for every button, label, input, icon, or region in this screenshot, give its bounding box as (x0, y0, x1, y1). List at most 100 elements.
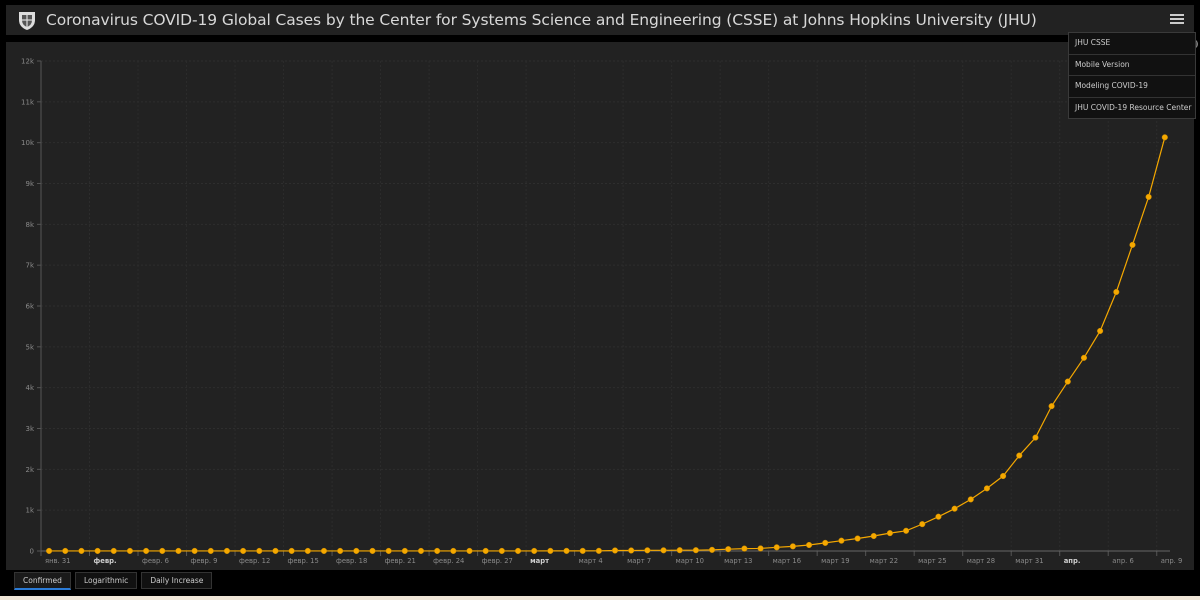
data-point (854, 535, 861, 542)
data-point (757, 545, 764, 552)
data-point (272, 547, 279, 554)
data-point (498, 547, 505, 554)
x-tick-label: февр. (94, 557, 117, 565)
data-point (789, 543, 796, 550)
data-point (1097, 327, 1104, 334)
x-tick-label: февр. 12 (239, 557, 270, 565)
data-point (207, 547, 214, 554)
x-tick-label: февр. 21 (385, 557, 416, 565)
x-tick-label: янв. 31 (45, 557, 71, 565)
data-point (353, 547, 360, 554)
data-point (110, 547, 117, 554)
data-point (1113, 288, 1120, 296)
data-point (903, 527, 910, 534)
y-tick-label: 9k (25, 180, 34, 188)
y-tick-label: 7k (25, 262, 34, 270)
data-point (191, 547, 198, 554)
data-point (175, 547, 182, 554)
data-point (1080, 354, 1088, 361)
jhu-shield-logo-icon (19, 12, 35, 30)
data-point (62, 547, 69, 554)
data-point (967, 496, 974, 503)
x-tick-label: февр. 18 (336, 557, 367, 565)
data-point (223, 547, 231, 554)
x-tick-label: февр. 24 (433, 557, 464, 565)
header-menu-dropdown: JHU CSSE Mobile Version Modeling COVID-1… (1068, 32, 1196, 119)
data-point (450, 547, 457, 554)
tab-confirmed[interactable]: Confirmed (14, 572, 71, 590)
x-tick-label: март 31 (1015, 557, 1043, 565)
menu-item-resource-center[interactable]: JHU COVID-19 Resource Center (1075, 102, 1192, 112)
x-tick-label: март 4 (579, 557, 603, 565)
bottom-strip (0, 596, 1200, 600)
page-title: Coronavirus COVID-19 Global Cases by the… (46, 11, 1037, 29)
data-point (94, 547, 101, 554)
data-point (126, 547, 133, 554)
y-tick-label: 1k (25, 507, 34, 515)
data-point (401, 547, 408, 554)
data-point (983, 485, 990, 492)
data-point (725, 546, 732, 553)
data-point (514, 547, 522, 554)
data-point (482, 547, 489, 554)
data-point (320, 547, 328, 554)
data-point (773, 544, 780, 551)
menu-item-modeling-covid[interactable]: Modeling COVID-19 (1069, 76, 1195, 98)
data-point (531, 547, 538, 554)
tab-daily-increase[interactable]: Daily Increase (141, 572, 213, 589)
data-point (78, 547, 85, 554)
data-point (806, 541, 813, 549)
hamburger-menu-icon[interactable] (1170, 12, 1184, 26)
menu-item-mobile-version[interactable]: Mobile Version (1069, 55, 1195, 76)
menu-item-jhu-csse[interactable]: JHU CSSE (1069, 33, 1195, 55)
data-point (951, 505, 958, 512)
x-tick-label: март 7 (627, 557, 651, 565)
data-point (304, 547, 311, 554)
data-point (628, 547, 635, 554)
y-tick-label: 2k (25, 466, 34, 474)
x-tick-label: февр. 15 (288, 557, 319, 565)
x-tick-label: март 28 (967, 557, 995, 565)
data-point (579, 547, 586, 554)
data-point (886, 530, 893, 537)
data-point (644, 547, 651, 554)
data-point (838, 537, 845, 544)
data-point (563, 547, 570, 554)
data-point (46, 547, 53, 554)
x-tick-label: март 16 (773, 557, 801, 565)
y-tick-label: 12k (21, 58, 35, 66)
data-point (143, 547, 150, 554)
data-point (1048, 403, 1055, 410)
y-tick-label: 4k (25, 384, 34, 392)
y-tick-label: 5k (25, 343, 34, 351)
x-tick-label: апр. (1064, 557, 1081, 565)
y-tick-label: 11k (21, 98, 35, 106)
data-point (1145, 193, 1152, 200)
data-point (288, 547, 295, 554)
app-header: Coronavirus COVID-19 Global Cases by the… (6, 5, 1194, 35)
y-tick-label: 3k (25, 425, 34, 433)
x-tick-label: февр. 6 (142, 557, 169, 565)
y-tick-label: 6k (25, 303, 34, 311)
x-tick-label: февр. 9 (191, 557, 218, 565)
x-tick-label: март 19 (821, 557, 849, 565)
x-tick-label: март 13 (724, 557, 752, 565)
data-point (240, 547, 247, 554)
data-point (1064, 378, 1071, 385)
data-point (1161, 134, 1168, 141)
data-point (547, 547, 554, 554)
data-point (935, 513, 942, 520)
data-point (741, 545, 748, 552)
data-point (466, 547, 473, 554)
y-tick-label: 8k (25, 221, 34, 229)
data-point (919, 521, 926, 528)
data-point (1000, 472, 1007, 480)
data-point (434, 547, 441, 554)
data-point (692, 547, 699, 554)
data-point (256, 547, 263, 554)
data-point (676, 547, 683, 554)
tab-logarithmic[interactable]: Logarithmic (74, 572, 138, 589)
y-tick-label: 10k (21, 139, 35, 147)
data-point (611, 547, 619, 554)
